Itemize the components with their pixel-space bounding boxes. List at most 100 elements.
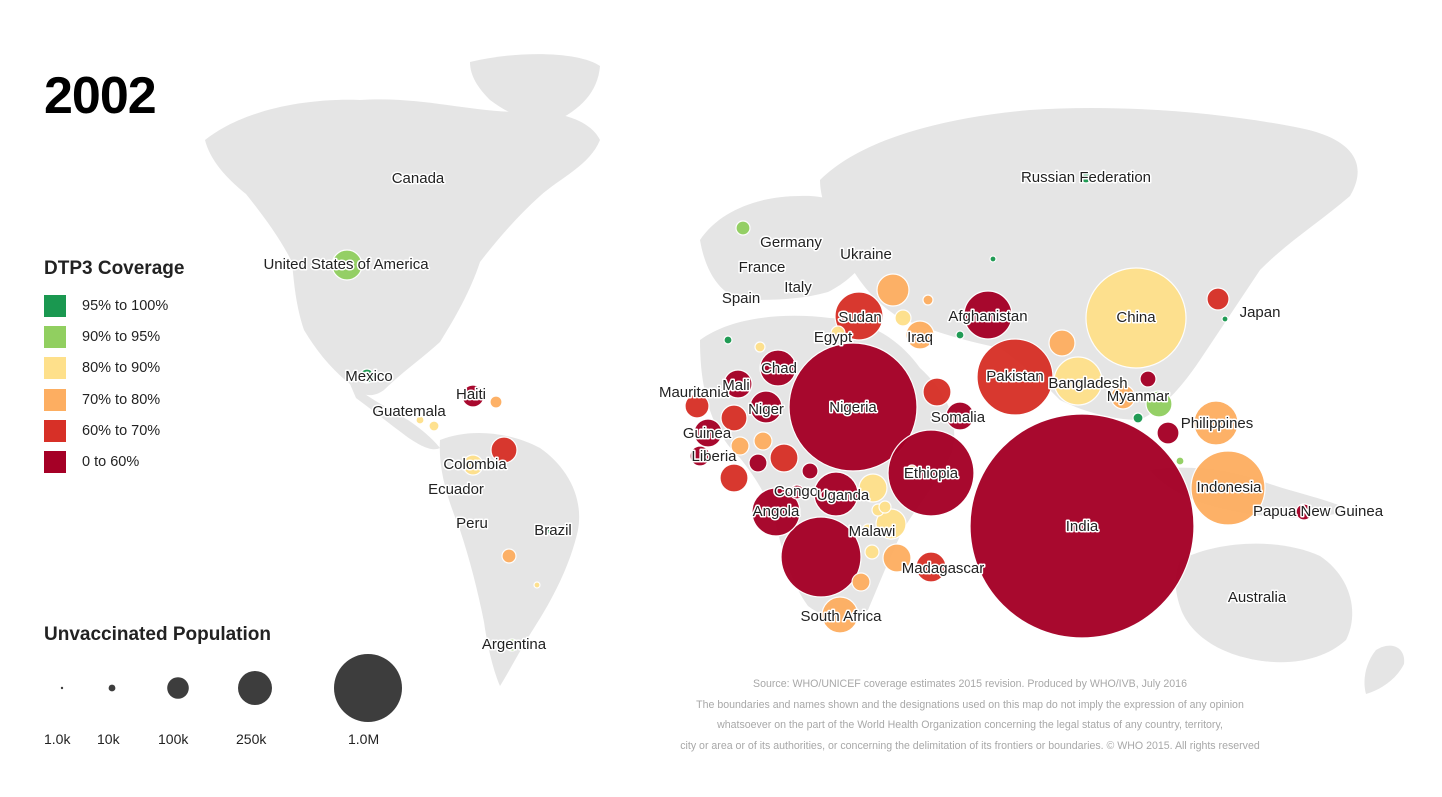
country-bubble <box>501 548 517 564</box>
country-label: Somalia <box>931 409 986 426</box>
country-bubble <box>864 544 880 560</box>
country-bubble <box>1221 315 1229 323</box>
country-bubble <box>851 572 871 592</box>
country-bubble <box>753 431 773 451</box>
central-america <box>350 384 440 450</box>
country-bubble <box>359 368 375 384</box>
country-bubble <box>749 390 783 424</box>
coverage-swatch <box>44 325 66 348</box>
size-legend-label: 1.0k <box>44 731 71 747</box>
country-bubble <box>730 436 750 456</box>
country-label: Mauritania <box>659 384 730 401</box>
coverage-swatch <box>44 357 66 380</box>
coverage-label: 60% to 70% <box>82 422 161 439</box>
coverage-swatch <box>44 419 66 442</box>
country-label: Nigeria <box>829 399 877 416</box>
country-label: Myanmar <box>1107 388 1170 405</box>
country-bubble <box>945 401 975 431</box>
country-label: Indonesia <box>1196 479 1262 496</box>
country-label: Congo <box>774 483 818 500</box>
source-line: Source: WHO/UNICEF coverage estimates 20… <box>753 678 1187 690</box>
country-label: South Africa <box>801 608 883 625</box>
source-line: city or area or of its authorities, or c… <box>680 739 1260 752</box>
country-bubbles <box>331 172 1313 652</box>
coverage-legend: 95% to 100% 90% to 95% 80% to 90% 70% to… <box>44 290 168 478</box>
country-label: Niger <box>748 401 784 418</box>
country-bubble <box>1080 172 1092 184</box>
country-bubble <box>723 335 733 345</box>
coverage-label: 90% to 95% <box>82 328 161 345</box>
country-bubble <box>689 445 711 467</box>
country-label: Spain <box>722 290 760 307</box>
country-label: Guatemala <box>372 403 446 420</box>
country-bubble <box>976 338 1054 416</box>
new-zealand <box>1364 645 1405 694</box>
source-note: Source: WHO/UNICEF coverage estimates 20… <box>600 674 1340 756</box>
size-legend-circle <box>108 684 116 692</box>
coverage-legend-item: 90% to 95% <box>44 321 168 352</box>
size-legend-circle <box>334 654 402 722</box>
country-bubble <box>461 384 485 408</box>
country-bubble <box>723 369 753 399</box>
country-label: France <box>739 259 786 276</box>
coverage-legend-item: 95% to 100% <box>44 290 168 321</box>
country-label: Angola <box>753 503 800 520</box>
country-bubble <box>780 516 862 598</box>
country-label: United States of America <box>263 256 429 273</box>
country-label: Sudan <box>838 309 881 326</box>
country-bubble <box>1190 450 1266 526</box>
country-bubble <box>1193 400 1239 446</box>
country-bubble <box>544 525 554 535</box>
country-bubble <box>801 462 819 480</box>
country-label: Japan <box>1240 304 1281 321</box>
country-bubble <box>428 420 440 432</box>
country-label: India <box>1066 518 1099 535</box>
size-legend-label: 250k <box>236 731 267 747</box>
country-bubble <box>1175 456 1185 466</box>
country-label: Ethiopia <box>904 465 959 482</box>
country-bubble <box>887 429 975 517</box>
country-bubble <box>969 413 1195 639</box>
country-label: Canada <box>392 170 445 187</box>
size-legend-circle <box>60 686 64 690</box>
country-label: Liberia <box>691 448 737 465</box>
country-bubble <box>533 581 541 589</box>
coverage-swatch <box>44 388 66 411</box>
country-bubble <box>878 500 892 514</box>
country-bubble <box>1110 384 1136 410</box>
size-legend-circle <box>167 677 189 699</box>
country-bubble <box>861 523 875 537</box>
country-bubble <box>821 596 859 634</box>
country-bubble <box>490 436 518 464</box>
coverage-label: 0 to 60% <box>82 454 140 471</box>
country-bubble <box>759 349 797 387</box>
country-bubble <box>1132 412 1144 424</box>
country-label: Mali <box>722 377 750 394</box>
country-bubble <box>820 489 832 501</box>
country-bubble <box>1085 267 1187 369</box>
country-label: Philippines <box>1181 415 1254 432</box>
country-bubble <box>989 255 997 263</box>
country-bubble <box>789 484 805 500</box>
country-label: Madagascar <box>902 560 985 577</box>
country-bubble <box>465 518 475 528</box>
country-bubble <box>922 294 934 306</box>
country-bubble <box>415 415 425 425</box>
country-bubble <box>1139 370 1157 388</box>
coverage-legend-item: 70% to 80% <box>44 384 168 415</box>
country-bubble <box>720 404 748 432</box>
country-label: Italy <box>784 279 812 296</box>
greenland <box>470 54 600 123</box>
size-legend-circle <box>238 671 272 705</box>
country-label: Egypt <box>814 329 853 346</box>
coverage-swatch <box>44 451 66 474</box>
land-masses <box>205 54 1405 694</box>
coverage-swatch <box>44 294 66 317</box>
country-label: Colombia <box>443 456 507 473</box>
size-legend-title: Unvaccinated Population <box>44 624 271 645</box>
country-label: Russian Federation <box>1021 169 1151 186</box>
country-bubble <box>769 443 799 473</box>
country-label: Haiti <box>456 386 486 403</box>
country-bubble <box>905 320 935 350</box>
